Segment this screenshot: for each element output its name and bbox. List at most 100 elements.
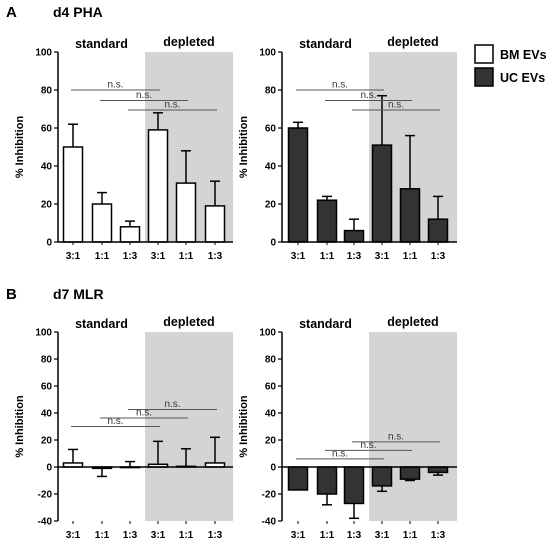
- y-tick-label: 20: [265, 200, 277, 211]
- chart-2: standard depleted 0 20 40 60 80 100 % Inhibition…: [238, 35, 457, 262]
- x-tick-label: 3:1: [66, 251, 81, 262]
- y-axis-label: % Inhibition: [238, 395, 250, 458]
- y-tick-label: 20: [41, 436, 53, 447]
- bar: [62, 146, 84, 243]
- region-label-depleted: depleted: [163, 315, 214, 329]
- bar: [175, 182, 197, 243]
- y-tick-label: 40: [265, 409, 277, 420]
- y-tick-label: 80: [265, 355, 277, 366]
- bar: [119, 226, 141, 243]
- bar: [287, 127, 309, 243]
- legend-swatch-bm: [474, 44, 494, 64]
- y-axis-label: % Inhibition: [14, 116, 26, 179]
- y-tick-label: 40: [41, 409, 53, 420]
- ns-label: n.s.: [360, 440, 376, 451]
- bar: [147, 129, 169, 243]
- ns-label: n.s.: [332, 448, 348, 459]
- bar: [343, 466, 365, 505]
- ns-label: n.s.: [388, 99, 404, 110]
- legend-swatch-uc: [474, 67, 494, 87]
- bar: [343, 229, 365, 243]
- x-tick-label: 3:1: [151, 530, 166, 541]
- region-label-depleted: depleted: [387, 35, 438, 49]
- ns-label: n.s.: [388, 431, 404, 442]
- panel-letter-a: A: [6, 4, 17, 21]
- y-tick-label: 80: [41, 355, 53, 366]
- ns-label: n.s.: [107, 80, 123, 91]
- ns-label: n.s.: [107, 416, 123, 427]
- bar: [316, 199, 338, 243]
- y-tick-label: 100: [259, 48, 276, 59]
- x-tick-label: 1:3: [431, 530, 446, 541]
- bar: [427, 218, 449, 243]
- x-tick-label: 1:1: [179, 251, 194, 262]
- y-tick-label: 60: [41, 382, 53, 393]
- y-tick-label: 0: [270, 463, 276, 474]
- y-tick-label: 0: [46, 463, 52, 474]
- x-tick-label: 1:3: [431, 251, 446, 262]
- legend-label-bm: BM EVs: [500, 48, 547, 62]
- bar: [399, 466, 421, 480]
- bar: [287, 466, 309, 491]
- region-label-depleted: depleted: [387, 315, 438, 329]
- chart-4: standard depleted -40 -20 0 20 40 60 80 100 % Inhi…: [238, 315, 457, 541]
- x-tick-label: 1:3: [347, 530, 362, 541]
- x-tick-label: 3:1: [291, 251, 306, 262]
- y-tick-label: -20: [38, 490, 53, 501]
- y-tick-label: 20: [41, 200, 53, 211]
- x-tick-label: 1:1: [95, 530, 110, 541]
- x-tick-label: 3:1: [151, 251, 166, 262]
- x-tick-label: 1:1: [403, 530, 418, 541]
- y-tick-label: -40: [262, 517, 277, 528]
- y-tick-label: 0: [46, 238, 52, 249]
- y-tick-label: 80: [41, 86, 53, 97]
- chart-3: standard depleted -40 -20 0 20 40 60 80 100 % Inhi…: [14, 315, 233, 541]
- y-axis-label: % Inhibition: [238, 116, 250, 179]
- x-tick-label: 1:3: [347, 251, 362, 262]
- ns-label: n.s.: [164, 99, 180, 110]
- x-tick-label: 1:3: [208, 251, 223, 262]
- y-tick-label: 100: [35, 328, 52, 339]
- x-tick-label: 1:3: [208, 530, 223, 541]
- ns-label: n.s.: [164, 399, 180, 410]
- y-tick-label: -20: [262, 490, 277, 501]
- y-tick-label: 40: [265, 162, 277, 173]
- panel-letter-b: B: [6, 286, 17, 303]
- x-tick-label: 1:3: [123, 251, 138, 262]
- bar: [371, 144, 393, 243]
- ns-label: n.s.: [332, 80, 348, 91]
- y-tick-label: -40: [38, 517, 53, 528]
- y-tick-label: 60: [265, 382, 277, 393]
- panel-title-a: d4 PHA: [53, 4, 103, 20]
- bar: [91, 203, 113, 243]
- region-label-standard: standard: [299, 317, 352, 331]
- x-tick-label: 1:1: [320, 530, 335, 541]
- ns-label: n.s.: [360, 90, 376, 101]
- x-tick-label: 1:1: [403, 251, 418, 262]
- legend: BM EVs UC EVs: [474, 44, 547, 87]
- bar: [427, 466, 449, 474]
- bar: [371, 466, 393, 487]
- y-tick-label: 100: [259, 328, 276, 339]
- depleted-region: [369, 332, 457, 521]
- panel-title-b: d7 MLR: [53, 286, 104, 302]
- x-tick-label: 3:1: [66, 530, 81, 541]
- y-tick-label: 40: [41, 162, 53, 173]
- legend-label-uc: UC EVs: [500, 71, 545, 85]
- y-tick-label: 60: [265, 124, 277, 135]
- bar: [399, 188, 421, 243]
- y-tick-label: 60: [41, 124, 53, 135]
- region-label-standard: standard: [299, 37, 352, 51]
- ns-label: n.s.: [136, 90, 152, 101]
- y-tick-label: 0: [270, 238, 276, 249]
- x-tick-label: 3:1: [291, 530, 306, 541]
- y-axis-label: % Inhibition: [14, 395, 26, 458]
- region-label-standard: standard: [75, 317, 128, 331]
- x-tick-label: 1:1: [95, 251, 110, 262]
- y-tick-label: 20: [265, 436, 277, 447]
- chart-1: standard depleted 0 20 40 60 80 100 % Inhibition…: [14, 35, 233, 262]
- plots: standard depleted 0 20 40 60 80 100 % Inhibition…: [14, 35, 457, 541]
- bar: [316, 466, 338, 495]
- bar: [204, 205, 226, 243]
